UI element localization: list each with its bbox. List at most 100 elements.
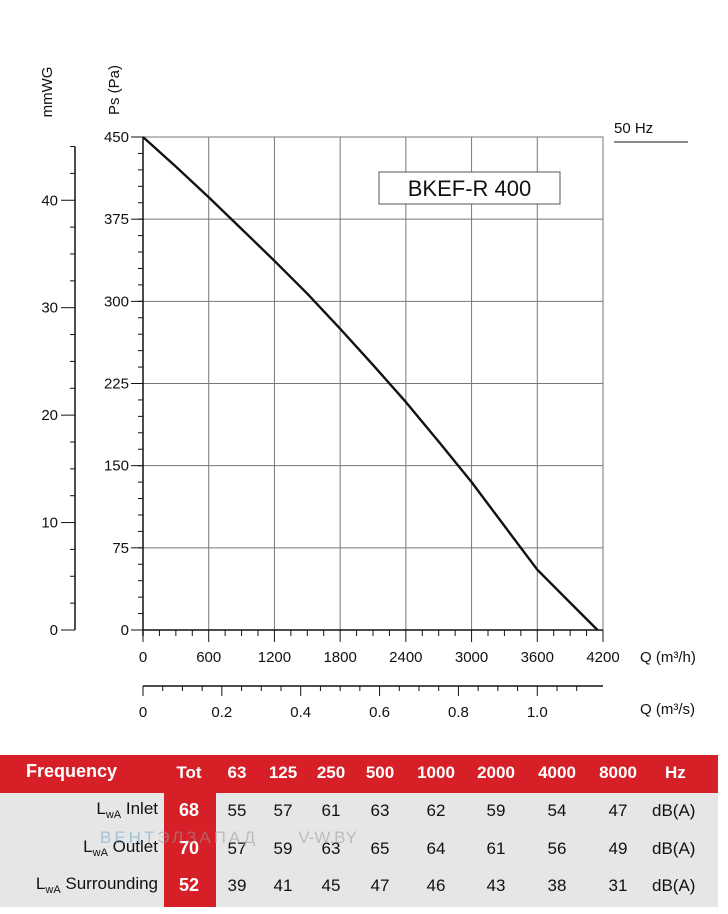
unit-value: dB(A) bbox=[652, 839, 696, 858]
watermark-part3: V-W.BY bbox=[298, 828, 357, 847]
y2-tick-label: 0 bbox=[50, 622, 58, 639]
x-tick-label: 2400 bbox=[389, 649, 422, 666]
y-axis-label: Ps (Pa) bbox=[106, 65, 123, 115]
column-header: 8000 bbox=[599, 763, 637, 782]
watermark: ВЕНТЭЛЗАПАД V-W.BY bbox=[100, 828, 357, 848]
y2-tick-label: 30 bbox=[41, 300, 58, 317]
x2-tick-label: 1.0 bbox=[527, 704, 548, 721]
band-value: 41 bbox=[273, 876, 293, 895]
band-value: 61 bbox=[486, 839, 506, 858]
column-header: 1000 bbox=[417, 763, 455, 782]
band-value: 62 bbox=[426, 801, 446, 820]
sound-power-table: Frequency Tot 63 125 250 500 1000 2000 4000 8000… bbox=[0, 755, 718, 907]
row-label: LwA Surrounding bbox=[36, 874, 158, 896]
x-tick-label: 1800 bbox=[323, 649, 356, 666]
row-label-sub: wA bbox=[105, 809, 122, 821]
tot-value: 52 bbox=[178, 875, 200, 895]
band-value: 31 bbox=[608, 876, 628, 895]
band-value: 64 bbox=[426, 839, 446, 858]
x2-tick-label: 0.8 bbox=[448, 704, 469, 721]
band-value: 56 bbox=[547, 839, 567, 858]
y2-tick-label: 20 bbox=[41, 407, 58, 424]
watermark-part2: ЭЛЗАПАД bbox=[157, 828, 259, 847]
x-tick-label: 1200 bbox=[258, 649, 291, 666]
y-tick-label: 0 bbox=[121, 622, 129, 639]
row-label-text: Surrounding bbox=[60, 874, 158, 893]
column-header: Tot bbox=[176, 763, 202, 782]
x-tick-label: 3000 bbox=[455, 649, 488, 666]
y-tick-label: 300 bbox=[104, 293, 129, 310]
watermark-part1: ВЕНТ bbox=[100, 828, 158, 847]
row-label-text: Inlet bbox=[121, 799, 158, 818]
row-label: LwA Outlet bbox=[83, 837, 158, 859]
y-tick-label: 150 bbox=[104, 458, 129, 475]
band-value: 63 bbox=[321, 839, 341, 858]
unit-value: dB(A) bbox=[652, 876, 696, 895]
tot-value: 70 bbox=[178, 838, 200, 858]
x-tick-label: 0 bbox=[139, 649, 147, 666]
unit-header: Hz bbox=[665, 763, 686, 782]
table-body bbox=[0, 793, 718, 907]
chart-axes bbox=[61, 136, 604, 696]
row-label-main: L bbox=[96, 799, 106, 818]
row-label-text: Outlet bbox=[107, 837, 158, 856]
band-value: 39 bbox=[227, 876, 247, 895]
row-label: LwA Inlet bbox=[96, 799, 158, 821]
column-header: 500 bbox=[365, 763, 395, 782]
chart-title: BKEF-R 400 bbox=[408, 176, 532, 201]
y2-tick-label: 10 bbox=[41, 515, 58, 532]
x-tick-label: 4200 bbox=[586, 649, 619, 666]
x-axis-label: Q (m³/h) bbox=[640, 649, 696, 666]
x2-tick-label: 0.6 bbox=[369, 704, 390, 721]
band-value: 47 bbox=[608, 801, 628, 820]
band-value: 47 bbox=[370, 876, 390, 895]
column-header: 63 bbox=[227, 763, 247, 782]
y-tick-label: 375 bbox=[104, 211, 129, 228]
curve-layer bbox=[142, 136, 599, 631]
band-value: 54 bbox=[547, 801, 567, 820]
x2-axis-label: Q (m³/s) bbox=[640, 701, 695, 718]
band-value: 61 bbox=[321, 801, 341, 820]
y-tick-label: 225 bbox=[104, 376, 129, 393]
band-value: 59 bbox=[486, 801, 506, 820]
x2-tick-label: 0.4 bbox=[290, 704, 311, 721]
fan-curve-line bbox=[142, 136, 599, 631]
frequency-label: 50 Hz bbox=[614, 120, 653, 137]
y2-tick-label: 40 bbox=[41, 192, 58, 209]
band-value: 55 bbox=[227, 801, 247, 820]
row-label-main: L bbox=[83, 837, 93, 856]
band-value: 45 bbox=[321, 876, 341, 895]
x-tick-label: 600 bbox=[196, 649, 221, 666]
frequency-header: Frequency bbox=[26, 761, 118, 781]
tot-value: 68 bbox=[178, 800, 200, 820]
band-value: 59 bbox=[273, 839, 293, 858]
band-value: 65 bbox=[370, 839, 390, 858]
table-header-bar bbox=[0, 755, 718, 793]
column-header: 4000 bbox=[538, 763, 576, 782]
chart-labels: 0 600 1200 1800 2400 3000 3600 4200075150225300… bbox=[39, 65, 696, 721]
y-tick-label: 75 bbox=[112, 540, 129, 557]
band-value: 38 bbox=[547, 876, 567, 895]
column-header: 250 bbox=[316, 763, 346, 782]
unit-value: dB(A) bbox=[652, 801, 696, 820]
row-label-sub: wA bbox=[45, 884, 61, 896]
column-header: 125 bbox=[268, 763, 298, 782]
chart-grid bbox=[142, 136, 604, 631]
x2-tick-label: 0 bbox=[139, 704, 147, 721]
band-value: 46 bbox=[426, 876, 446, 895]
band-value: 43 bbox=[486, 876, 506, 895]
row-label-sub: wA bbox=[92, 847, 108, 859]
band-value: 63 bbox=[370, 801, 390, 820]
column-header: 2000 bbox=[477, 763, 515, 782]
x2-tick-label: 0.2 bbox=[211, 704, 232, 721]
band-value: 57 bbox=[227, 839, 247, 858]
row-label-main: L bbox=[35, 874, 46, 893]
title-box bbox=[378, 171, 561, 205]
x-tick-label: 3600 bbox=[521, 649, 554, 666]
fan-curve-chart: 0 600 1200 1800 2400 3000 3600 4200075150225300… bbox=[39, 65, 696, 721]
y-tick-label: 450 bbox=[104, 129, 129, 146]
tot-column-highlight bbox=[164, 793, 216, 907]
band-value: 57 bbox=[273, 801, 293, 820]
band-value: 49 bbox=[608, 839, 628, 858]
y2-axis-label: mmWG bbox=[39, 67, 56, 118]
